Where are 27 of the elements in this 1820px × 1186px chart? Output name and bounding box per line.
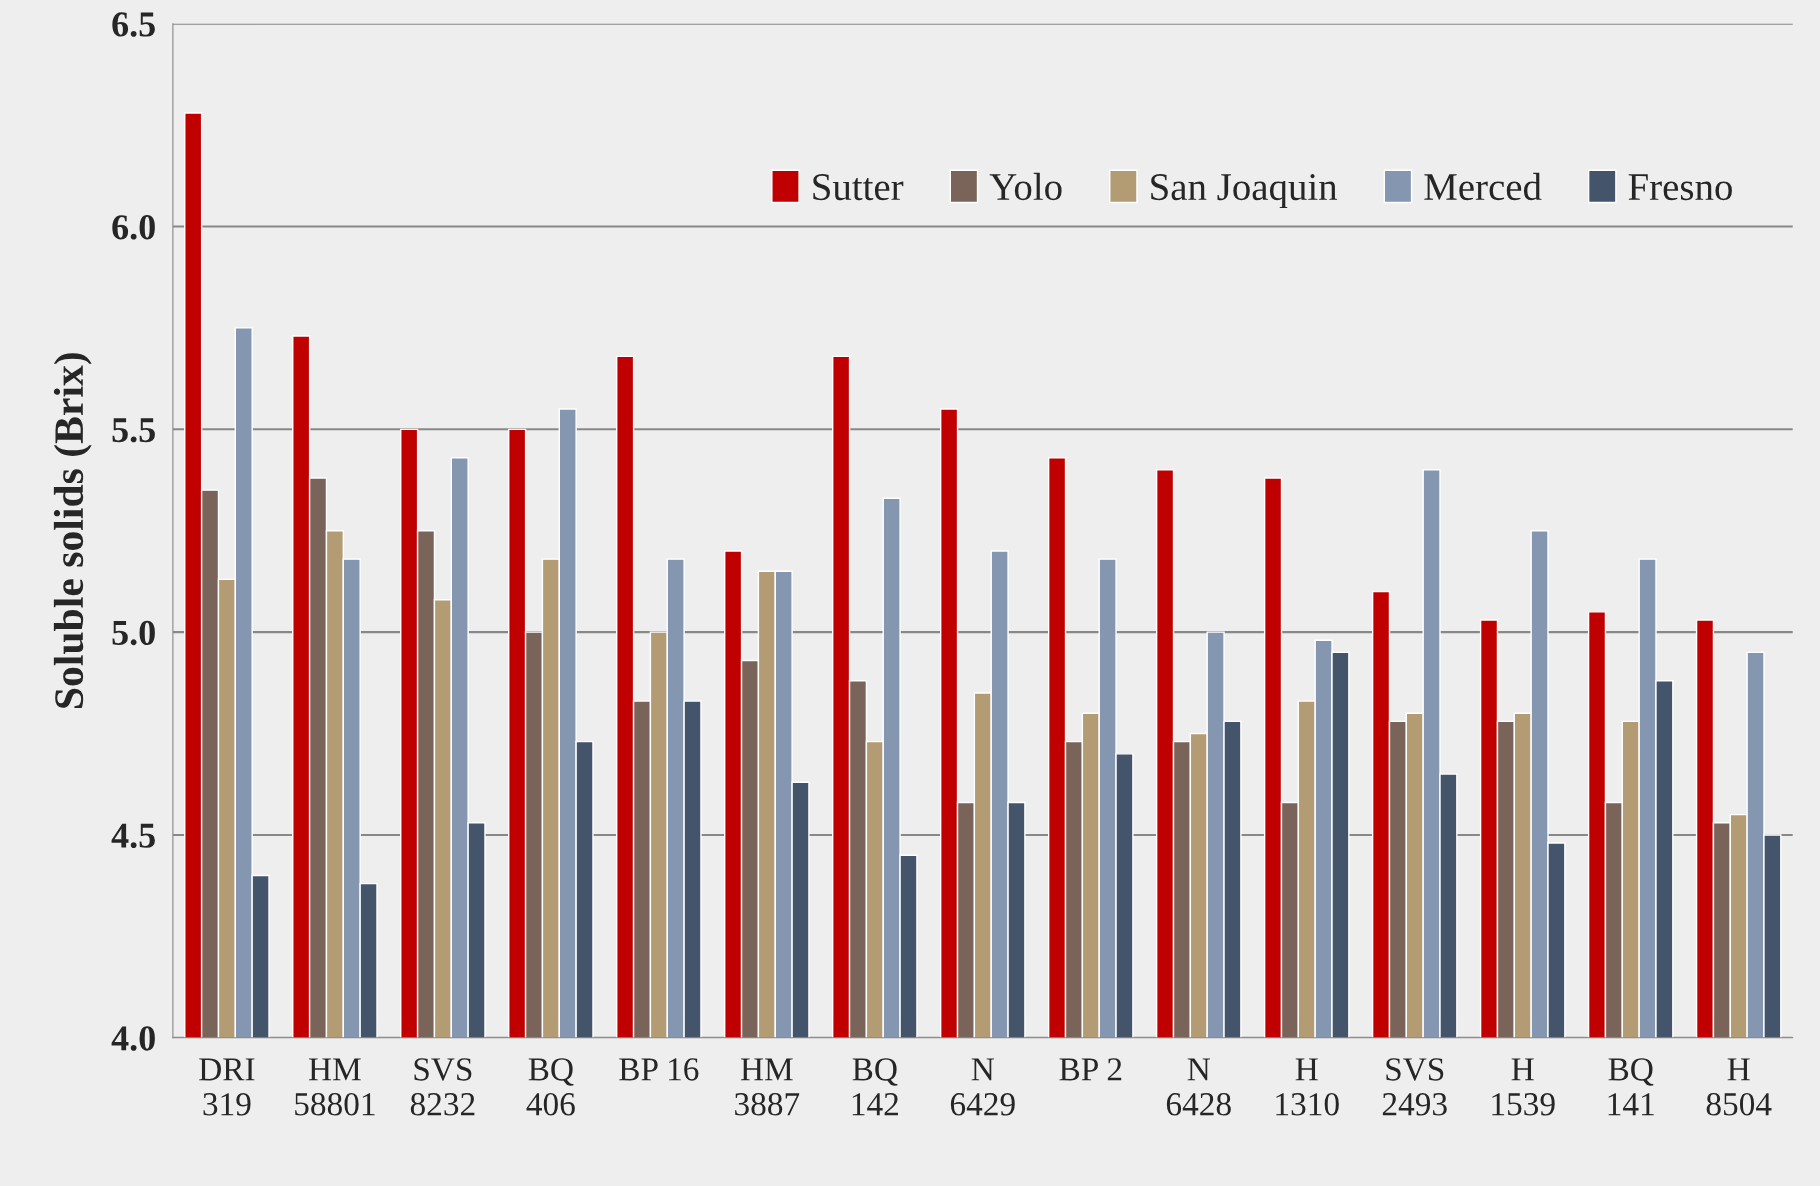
x-tick-label: HM 3887 (735, 1058, 800, 1116)
legend-label: Fresno (1628, 174, 1732, 201)
x-tick-label: H 1310 (1276, 1058, 1339, 1116)
x-tick-label: BP 16 (619, 1058, 699, 1081)
x-tick-label: N 6429 (950, 1058, 1015, 1116)
y-tick-label: 5.5 (112, 418, 155, 443)
x-tick-label: BQ 142 (852, 1058, 898, 1116)
y-tick-label: 4.5 (111, 823, 155, 848)
legend-label: Yolo (989, 172, 1062, 201)
x-tick-label: SVS 2493 (1382, 1058, 1447, 1116)
y-axis-title: Soluble solids (Brix) (53, 353, 92, 708)
x-tick-label: HM 58801 (295, 1058, 375, 1116)
y-tick-label: 6.0 (112, 215, 155, 240)
x-tick-label: BQ 141 (1608, 1058, 1654, 1116)
legend-label: San Joaquin (1151, 174, 1338, 209)
legend-label: Sutter (813, 174, 904, 201)
y-tick-label: 4.0 (111, 1026, 155, 1051)
x-tick-label: N 6428 (1166, 1058, 1231, 1116)
x-tick-label: H 1539 (1492, 1058, 1555, 1116)
y-tick-label: 6.5 (112, 12, 155, 37)
x-tick-label: DRI 319 (199, 1058, 255, 1116)
y-tick-label: 5.0 (112, 620, 155, 646)
x-tick-label: H 8504 (1706, 1058, 1772, 1116)
x-tick-label: BQ 406 (526, 1058, 575, 1116)
legend-label: Merced (1424, 172, 1542, 201)
x-tick-label: BP 2 (1059, 1058, 1122, 1081)
x-tick-label: SVS 8232 (410, 1058, 475, 1116)
